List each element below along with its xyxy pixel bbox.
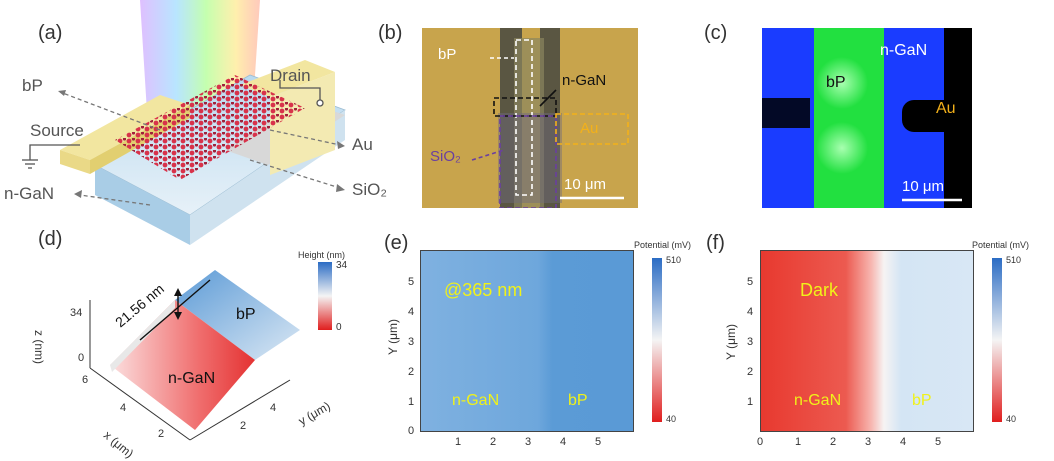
e-ytick-1: 1 xyxy=(408,396,415,408)
f-ytick-1: 1 xyxy=(747,396,754,408)
panel-label-d: (d) xyxy=(38,228,63,250)
e-wavelength-label: @365 nm xyxy=(444,280,523,300)
e-bp-label: bP xyxy=(568,392,588,409)
kpfm-map-light xyxy=(420,250,634,432)
f-colorbar-title: Potential (mV) xyxy=(972,240,1030,250)
source-electrode xyxy=(60,95,190,160)
e-colorbar-title: Potential (mV) xyxy=(634,240,692,250)
b-sio2-label: SiO₂ xyxy=(430,148,461,165)
height-colorbar-title: Height (nm) xyxy=(298,250,346,260)
c-scale-label: 10 μm xyxy=(902,178,944,195)
b-bp-label: bP xyxy=(438,46,457,63)
d-x-tick-6: 6 xyxy=(82,374,89,386)
au-label: Au xyxy=(352,135,373,154)
panel-label-c: (c) xyxy=(704,22,728,44)
f-ylabel: Y (μm) xyxy=(724,323,738,360)
f-condition-label: Dark xyxy=(800,280,839,300)
f-bp-label: bP xyxy=(912,392,932,409)
e-xtick-5: 5 xyxy=(595,436,602,448)
b-scale-label: 10 μm xyxy=(564,176,606,193)
ngan-label: n-GaN xyxy=(4,184,55,203)
kpfm-map-dark xyxy=(760,250,974,432)
c-bp-label: bP xyxy=(826,74,846,91)
e-xtick-3: 3 xyxy=(525,436,532,448)
e-colorbar-max: 510 xyxy=(666,255,682,265)
e-xtick-4: 4 xyxy=(560,436,567,448)
e-ngan-label: n-GaN xyxy=(452,392,500,409)
d-ngan-label: n-GaN xyxy=(168,370,216,387)
f-xtick-1: 1 xyxy=(795,436,802,448)
f-xtick-5: 5 xyxy=(935,436,942,448)
b-au-label: Au xyxy=(580,120,599,137)
bp-label: bP xyxy=(22,76,43,95)
d-z-tick-min: 0 xyxy=(78,352,85,364)
d-x-tick-4: 4 xyxy=(120,402,127,414)
d-z-axis-label: z (nm) xyxy=(32,330,46,364)
afm-3d-surface xyxy=(89,262,332,441)
height-colorbar-max: 34 xyxy=(336,260,348,271)
height-colorbar-min: 0 xyxy=(336,322,342,333)
f-colorbar-min: 40 xyxy=(1006,414,1017,424)
f-ngan-label: n-GaN xyxy=(794,392,842,409)
optical-image-drawing xyxy=(422,28,638,208)
d-y-tick-2: 2 xyxy=(240,420,247,432)
e-colorbar xyxy=(652,258,662,422)
f-ytick-5: 5 xyxy=(747,276,754,288)
f-ytick-2: 2 xyxy=(747,366,754,378)
fluorescence-map-drawing xyxy=(762,28,972,208)
d-x-tick-2: 2 xyxy=(158,428,165,440)
d-bp-label: bP xyxy=(236,306,256,323)
f-xtick-4: 4 xyxy=(900,436,907,448)
optical-image xyxy=(422,28,638,208)
drain-label: Drain xyxy=(270,66,311,85)
f-colorbar-max: 510 xyxy=(1006,255,1022,265)
e-ytick-5: 5 xyxy=(408,276,415,288)
fluorescence-map xyxy=(762,28,972,208)
e-xtick-1: 1 xyxy=(455,436,462,448)
e-xtick-2: 2 xyxy=(490,436,497,448)
f-xtick-0: 0 xyxy=(757,436,764,448)
f-ytick-3: 3 xyxy=(747,336,754,348)
panel-label-b: (b) xyxy=(378,22,403,44)
panel-label-f: (f) xyxy=(706,232,725,254)
e-ytick-2: 2 xyxy=(408,366,415,378)
device-schematic xyxy=(22,0,346,245)
drain-electrode xyxy=(240,60,335,97)
panel-label-a: (a) xyxy=(38,22,63,44)
bp-lattice xyxy=(115,75,305,180)
e-ytick-3: 3 xyxy=(408,336,415,348)
d-z-tick-max: 34 xyxy=(70,307,83,319)
e-colorbar-min: 40 xyxy=(666,414,677,424)
e-ytick-4: 4 xyxy=(408,306,415,318)
e-ytick-0: 0 xyxy=(408,425,415,437)
source-label: Source xyxy=(30,121,84,140)
b-ngan-label: n-GaN xyxy=(562,72,607,89)
sio2-label: SiO₂ xyxy=(352,180,387,199)
d-y-tick-4: 4 xyxy=(270,402,277,414)
f-xtick-3: 3 xyxy=(865,436,872,448)
f-colorbar xyxy=(992,258,1002,422)
f-xtick-2: 2 xyxy=(830,436,837,448)
panel-label-e: (e) xyxy=(384,232,409,254)
f-ytick-4: 4 xyxy=(747,306,754,318)
c-ngan-label: n-GaN xyxy=(880,42,928,59)
c-au-label: Au xyxy=(936,100,956,117)
e-ylabel: Y (μm) xyxy=(386,318,400,355)
